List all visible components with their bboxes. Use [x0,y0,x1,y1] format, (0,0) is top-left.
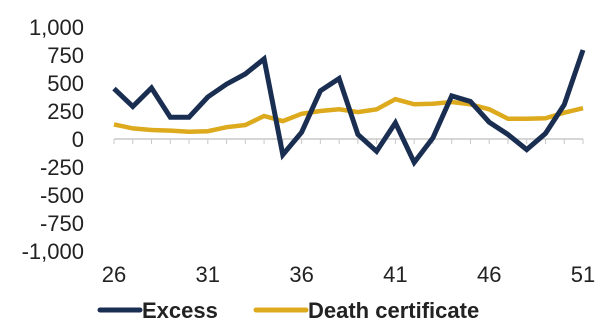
x-axis-tick-marks [113,139,584,144]
x-tick-label: 46 [477,262,501,287]
y-tick-label: 750 [47,43,84,68]
y-tick-label: -750 [40,211,84,236]
x-axis-tick-labels: 26 31 36 41 46 51 [102,262,595,287]
series-lines [112,49,586,168]
y-axis-tick-labels: 1,000 750 500 250 0 -250 -500 -750 -1,000 [22,15,84,264]
y-tick-label: -250 [40,155,84,180]
x-tick-label: 26 [102,262,126,287]
legend-label-excess: Excess [142,298,218,321]
y-tick-label: -500 [40,183,84,208]
series-line-excess [112,49,586,168]
legend: Excess Death certificate [97,298,479,321]
y-tick-label: 0 [72,127,84,152]
x-tick-label: 51 [571,262,595,287]
x-tick-label: 36 [289,262,313,287]
y-tick-label: 1,000 [29,15,84,40]
y-tick-label: 250 [47,99,84,124]
y-tick-label: 500 [47,71,84,96]
legend-label-death-certificate: Death certificate [308,298,479,321]
y-tick-label: -1,000 [22,239,84,264]
x-tick-label: 41 [383,262,407,287]
x-tick-label: 31 [196,262,220,287]
